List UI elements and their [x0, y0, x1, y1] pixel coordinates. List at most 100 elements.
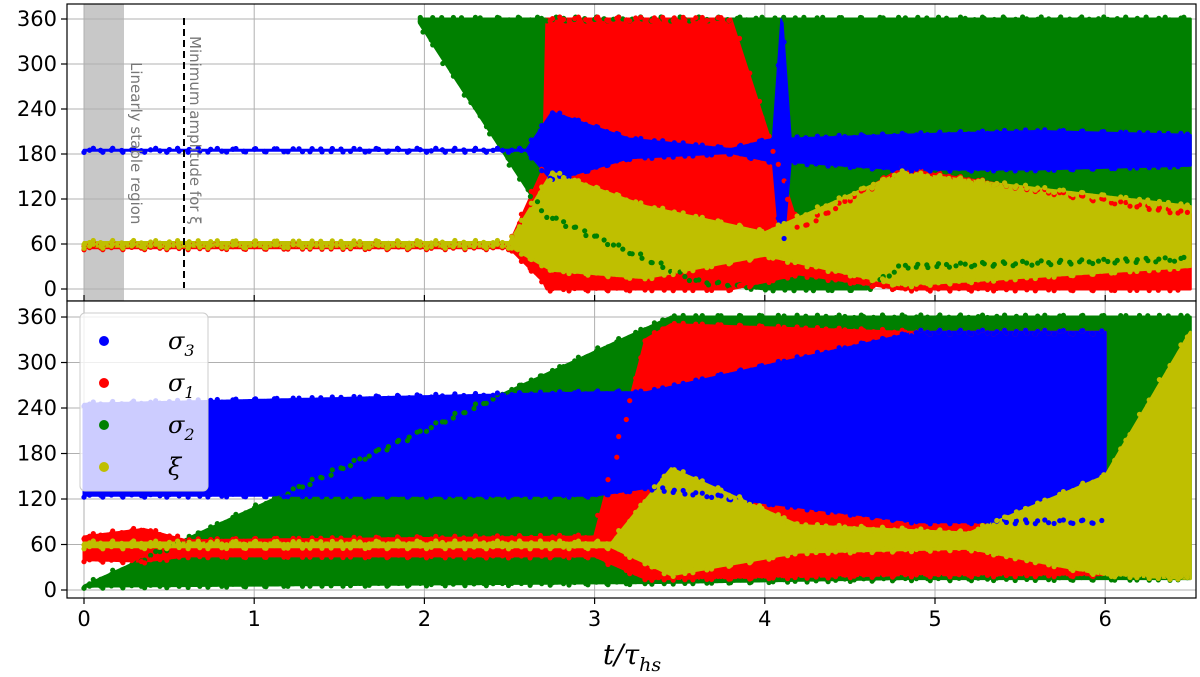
scatter-point-sigma3	[197, 148, 203, 154]
scatter-point-xi	[219, 240, 225, 247]
scatter-point-sigma2	[927, 316, 933, 322]
scatter-point-xi	[309, 542, 315, 548]
scatter-point-sigma3	[1024, 167, 1030, 173]
scatter-point-sigma3	[891, 334, 897, 340]
scatter-point-sigma3	[494, 390, 500, 396]
scatter-point-xi	[539, 184, 545, 190]
scatter-point-sigma1	[709, 17, 715, 23]
scatter-point-sigma3	[671, 140, 677, 146]
scatter-point-xi	[219, 244, 225, 250]
scatter-point-xi	[633, 273, 639, 279]
scatter-point-sigma1	[627, 18, 633, 24]
scatter-point-sigma3	[847, 164, 853, 171]
scatter-point-sigma3	[549, 110, 556, 116]
x-tick-label: 1	[248, 607, 261, 631]
scatter-point-sigma3	[709, 494, 715, 500]
scatter-point-sigma2	[825, 316, 831, 322]
scatter-point-xi	[263, 245, 269, 251]
scatter-point-sigma2	[891, 17, 897, 23]
scatter-point-sigma1	[148, 557, 154, 563]
scatter-point-sigma2	[197, 530, 203, 536]
scatter-point-sigma2	[918, 574, 924, 580]
scatter-point-xi	[340, 545, 346, 552]
scatter-point-xi	[651, 563, 658, 570]
scatter-point-sigma2	[972, 17, 978, 23]
scatter-point-sigma1	[709, 576, 715, 583]
scatter-point-sigma3	[913, 166, 920, 172]
scatter-point-sigma2	[539, 373, 545, 379]
scatter-point-xi	[376, 539, 382, 545]
scatter-point-sigma3	[975, 130, 981, 136]
scatter-point-sigma1	[1090, 198, 1096, 204]
scatter-point-sigma1	[651, 574, 658, 581]
scatter-point-xi	[142, 546, 148, 552]
scatter-point-xi	[253, 538, 259, 545]
scatter-point-sigma2	[1003, 576, 1010, 582]
scatter-point-xi	[406, 544, 412, 551]
scatter-point-sigma2	[1162, 14, 1168, 20]
scatter-point-sigma3	[233, 396, 239, 402]
scatter-point-sigma3	[340, 397, 346, 403]
scatter-point-sigma2	[825, 579, 831, 585]
scatter-point-xi	[616, 271, 622, 277]
scatter-point-xi	[329, 542, 335, 548]
scatter-point-sigma2	[925, 264, 931, 271]
scatter-point-sigma1	[794, 224, 800, 230]
scatter-point-sigma1	[913, 572, 920, 578]
scatter-point-sigma1	[957, 570, 964, 576]
scatter-point-xi	[770, 255, 776, 261]
scatter-point-sigma2	[825, 287, 831, 293]
scatter-point-xi	[90, 538, 96, 544]
scatter-point-xi	[557, 266, 563, 272]
scatter-point-sigma1	[560, 535, 567, 541]
scatter-point-sigma2	[208, 581, 214, 588]
scatter-point-sigma2	[243, 510, 249, 516]
scatter-point-xi	[518, 544, 525, 550]
scatter-point-xi	[299, 245, 306, 251]
scatter-point-sigma1	[781, 573, 787, 579]
scatter-point-xi	[309, 238, 315, 244]
scatter-point-xi	[452, 542, 458, 548]
scatter-point-xi	[428, 544, 434, 550]
scatter-point-xi	[142, 245, 148, 251]
scatter-point-sigma2	[605, 344, 611, 350]
scatter-point-sigma2	[452, 410, 458, 416]
scatter-point-sigma2	[560, 581, 567, 587]
scatter-point-sigma3	[1167, 164, 1173, 170]
scatter-point-xi	[224, 542, 230, 548]
scatter-point-xi	[984, 549, 991, 556]
scatter-point-sigma2	[1090, 316, 1096, 322]
scatter-point-xi	[483, 241, 489, 248]
scatter-point-sigma2	[649, 260, 655, 266]
scatter-point-xi	[539, 263, 545, 269]
scatter-point-xi	[927, 548, 933, 554]
scatter-point-xi	[81, 542, 87, 548]
scatter-point-sigma2	[908, 316, 915, 322]
scatter-point-xi	[770, 555, 776, 561]
scatter-point-xi	[557, 538, 563, 544]
scatter-point-xi	[1070, 567, 1076, 574]
scatter-point-xi	[499, 544, 505, 550]
scatter-point-xi	[627, 518, 633, 525]
scatter-point-sigma2	[638, 326, 644, 332]
scatter-point-sigma3	[100, 494, 106, 500]
scatter-point-sigma3	[396, 393, 402, 399]
scatter-point-sigma2	[499, 580, 505, 587]
scatter-point-xi	[902, 527, 908, 533]
scatter-point-sigma3	[937, 327, 943, 333]
scatter-point-sigma1	[1060, 570, 1066, 576]
scatter-point-xi	[186, 543, 192, 549]
scatter-point-sigma2	[820, 14, 826, 20]
scatter-point-xi	[214, 241, 220, 248]
scatter-point-sigma1	[528, 268, 534, 274]
x-tick-label: 5	[928, 607, 941, 631]
scatter-point-xi	[560, 269, 567, 275]
scatter-point-sigma3	[937, 517, 943, 523]
scatter-point-sigma1	[518, 553, 525, 559]
scatter-point-xi	[748, 228, 754, 234]
scatter-point-xi	[376, 239, 382, 245]
scatter-point-sigma1	[274, 551, 280, 558]
scatter-point-sigma3	[472, 390, 479, 397]
scatter-point-sigma2	[253, 502, 259, 508]
